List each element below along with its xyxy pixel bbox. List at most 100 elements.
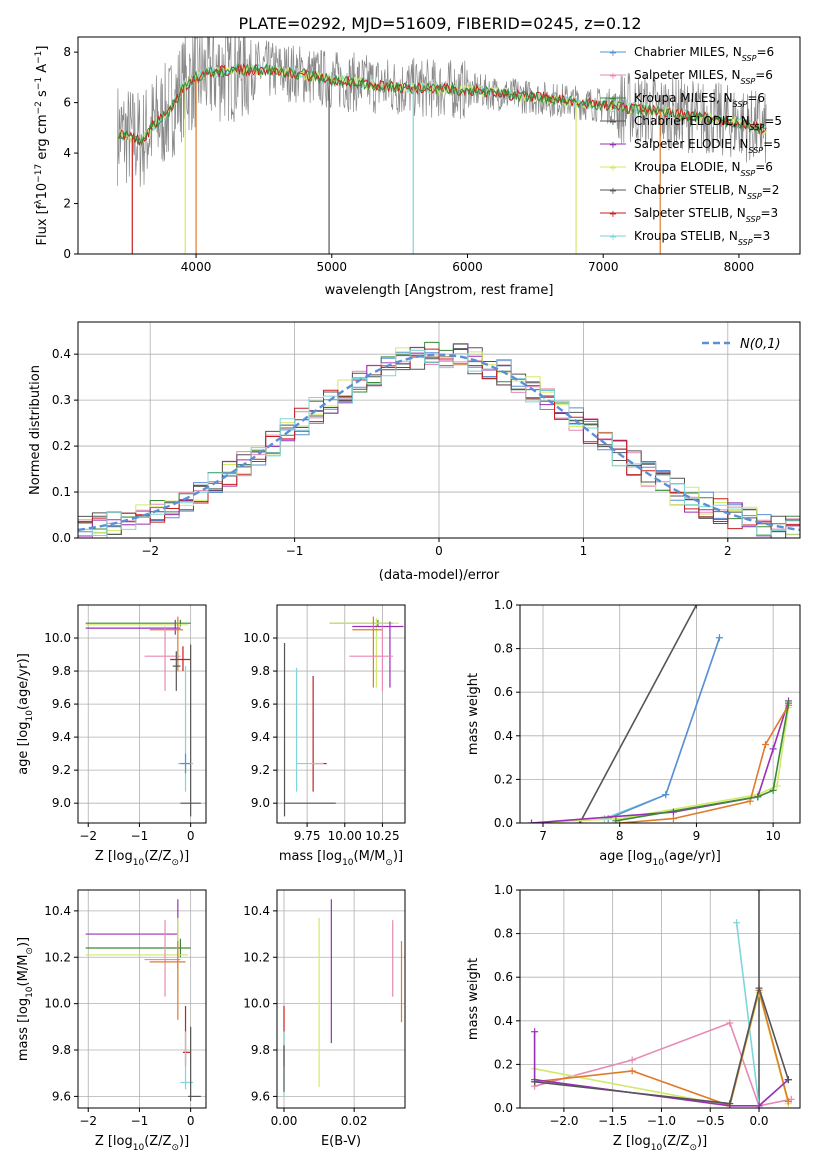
axes-frame — [77, 889, 207, 1109]
legend-marker: + — [609, 117, 617, 128]
legend-label: Kroupa ELODIE, NSSP=6 — [634, 160, 773, 178]
legend-label-text: Salpeter STELIB, N — [634, 206, 746, 220]
series-line — [579, 605, 698, 823]
y-axis-label: mass [log10(M/M⊙)] — [16, 937, 35, 1061]
series-lines — [531, 890, 795, 1108]
y-axis-label-part: age [log — [16, 722, 31, 775]
axes-frame — [77, 604, 207, 824]
legend-label-sub: SSP — [748, 146, 763, 155]
legend-marker: + — [609, 186, 617, 197]
x-axis-label: (data-model)/error — [379, 568, 500, 583]
x-axis-label-part: Z [log — [613, 1134, 651, 1149]
y-tick-label: 9.4 — [52, 730, 71, 744]
x-axis-label-part: )] — [179, 849, 189, 864]
legend-label-tail: =6 — [756, 45, 774, 59]
figure-title: PLATE=0292, MJD=51609, FIBERID=0245, z=0… — [238, 14, 641, 33]
x-tick-label: 9 — [693, 829, 701, 843]
y-tick-label: 4 — [63, 146, 71, 160]
y-tick-label: 9.6 — [52, 1089, 71, 1103]
model-spectrum-line — [118, 62, 767, 147]
x-tick-label: −1.0 — [647, 1114, 676, 1128]
y-tick-label: 10.0 — [243, 997, 270, 1011]
y-tick-label: 0.3 — [52, 393, 71, 407]
x-axis-label: age [log10(age/yr)] — [599, 849, 721, 868]
legend-label-sub: SSP — [741, 169, 756, 178]
legend-label-text: Kroupa ELODIE, N — [634, 160, 741, 174]
axes-frame — [519, 889, 801, 1109]
errorbars — [283, 616, 404, 817]
legend-label-tail: =6 — [755, 160, 773, 174]
y-tick-label: 0.0 — [494, 1101, 513, 1115]
y-axis-label-part: Flux [f — [35, 204, 50, 245]
histograms — [78, 341, 800, 538]
y-axis-label-part: )] — [16, 937, 31, 947]
legend: + Chabrier MILES, NSSP=6+ Salpeter MILES, … — [600, 45, 782, 247]
legend-label: Salpeter ELODIE, NSSP=5 — [634, 137, 781, 155]
x-axis-label-part: )] — [697, 1134, 707, 1149]
y-tick-label: 9.8 — [52, 664, 71, 678]
y-axis-label: Flux [fλ10−17 erg cm−2 s−1 A−1] — [34, 46, 50, 246]
errorbars — [283, 899, 403, 1097]
x-axis-label-part: age [log — [599, 849, 652, 864]
legend-label: Salpeter STELIB, NSSP=3 — [634, 206, 778, 224]
x-axis-label: wavelength [Angstrom, rest frame] — [325, 283, 554, 298]
x-tick-label: 10.25 — [365, 829, 399, 843]
y-axis-label-part: −1 — [34, 51, 44, 64]
x-axis-label-part: )] — [393, 849, 403, 864]
y-axis-label: mass weight — [466, 958, 481, 1040]
legend-label-tail: =6 — [747, 91, 765, 105]
y-tick-label: 0.8 — [494, 642, 513, 656]
y-axis-label-part: 10 — [25, 710, 35, 722]
panel-age_vs_Z: −2 −1 09.09.29.49.69.810.0Z [log10(Z/Z⊙)]a… — [16, 604, 207, 868]
y-tick-label: 9.2 — [251, 763, 270, 777]
x-tick-label: 1 — [580, 544, 588, 558]
axes-frame — [519, 604, 801, 824]
y-tick-label: 9.0 — [52, 796, 71, 810]
series-line — [604, 637, 721, 820]
legend-marker: + — [609, 209, 617, 220]
y-axis-label-part: erg cm — [35, 114, 50, 163]
y-axis-label-part: 10 — [25, 986, 35, 998]
y-tick-label: 0.4 — [494, 729, 513, 743]
x-tick-label: 10.00 — [328, 829, 362, 843]
axes-frame — [77, 321, 801, 539]
legend-label-tail: =3 — [760, 206, 778, 220]
x-tick-label: −2 — [79, 829, 97, 843]
y-tick-label: 9.4 — [251, 730, 270, 744]
legend-label: N(0,1) — [740, 337, 781, 352]
x-axis-label-part: (Z/Z — [662, 1134, 689, 1149]
axes-frame — [276, 604, 406, 824]
legend-label-text: Kroupa STELIB, N — [634, 229, 738, 243]
x-axis-label-part: Z [log — [95, 1134, 133, 1149]
x-tick-label: 2 — [724, 544, 732, 558]
x-axis-label: mass [log10(M/M⊙)] — [279, 849, 403, 868]
legend-label: Chabrier STELIB, NSSP=2 — [634, 183, 779, 201]
axes-frame — [77, 36, 801, 255]
panel-massweight_vs_Z: −2.0 −1.5 −1.0 −0.5 0.0 0.0 0.2 0.4 0.6 0.8 1.0 Z [… — [466, 883, 801, 1153]
legend-label-text: Kroupa MILES, N — [634, 91, 733, 105]
y-tick-label: 10.2 — [243, 950, 270, 964]
x-tick-label: −1.5 — [598, 1114, 627, 1128]
x-axis-label-part: 10 — [342, 858, 354, 868]
x-tick-label: 0.02 — [341, 1114, 368, 1128]
y-tick-label: 1.0 — [494, 883, 513, 897]
y-tick-label: 9.0 — [251, 796, 270, 810]
y-axis-label-part: ] — [35, 46, 50, 51]
x-tick-label: −0.5 — [696, 1114, 725, 1128]
y-tick-label: 9.8 — [52, 1043, 71, 1057]
y-tick-label: 0.6 — [494, 970, 513, 984]
x-axis-label-part: Z [log — [95, 849, 133, 864]
x-axis-label-part: ⊙ — [385, 858, 393, 868]
x-tick-label: −2 — [141, 544, 159, 558]
y-tick-label: 10.0 — [44, 997, 71, 1011]
y-tick-label: 0 — [63, 247, 71, 261]
y-axis-label-part: A — [35, 64, 50, 77]
errorbars — [85, 899, 201, 1102]
legend-label-tail: =3 — [753, 229, 771, 243]
legend-label: Chabrier MILES, NSSP=6 — [634, 45, 774, 63]
y-axis-label-part: 10 — [35, 183, 50, 200]
y-tick-label: 10.0 — [243, 631, 270, 645]
axes-frame — [276, 889, 406, 1109]
y-tick-label: 0.0 — [52, 531, 71, 545]
y-axis-label: mass weight — [466, 673, 481, 755]
